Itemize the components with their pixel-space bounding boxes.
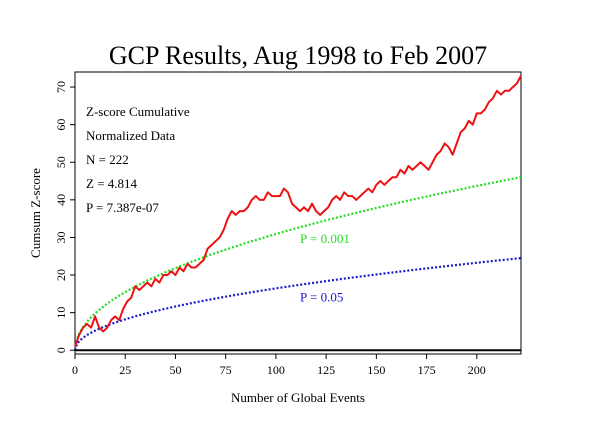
y-tick-label: 40 (54, 194, 68, 206)
x-tick-label: 150 (367, 363, 385, 377)
y-axis: 0 10 20 30 40 50 60 70 (54, 81, 75, 353)
x-tick-label: 200 (468, 363, 486, 377)
chart-title: GCP Results, Aug 1998 to Feb 2007 (109, 41, 487, 70)
x-tick-label: 0 (72, 363, 78, 377)
ref-line-0 (73, 176, 522, 351)
annotation-line-4: Z = 4.814 (86, 176, 138, 191)
plot-frame (74, 71, 522, 355)
x-tick-label: 25 (119, 363, 131, 377)
ref-lines (73, 176, 522, 351)
ref-line-label: P = 0.001 (300, 231, 350, 246)
y-tick-label: 70 (54, 81, 68, 93)
annotation-line-3: N = 222 (86, 152, 129, 167)
y-tick-label: 20 (54, 269, 68, 281)
y-tick-label: 0 (54, 347, 68, 353)
annotation-line-5: P = 7.387e-07 (86, 200, 159, 215)
x-axis: 0 25 50 75 100 125 150 175 200 (72, 354, 486, 377)
y-tick-label: 60 (54, 119, 68, 131)
y-tick-label: 30 (54, 231, 68, 243)
x-tick-label: 75 (220, 363, 232, 377)
stats-annotation: Z-score Cumulative Normalized Data N = 2… (86, 104, 190, 215)
y-tick-label: 10 (54, 307, 68, 319)
x-tick-label: 175 (418, 363, 436, 377)
x-tick-label: 125 (317, 363, 335, 377)
ref-line-1 (73, 256, 522, 351)
ref-labels: P = 0.001 P = 0.05 (300, 231, 350, 304)
x-tick-label: 100 (267, 363, 285, 377)
ref-line-label: P = 0.05 (300, 289, 343, 304)
x-tick-label: 50 (169, 363, 181, 377)
x-axis-label: Number of Global Events (231, 390, 365, 405)
y-tick-label: 50 (54, 156, 68, 168)
series-line-0 (74, 75, 522, 347)
annotation-line-2: Normalized Data (86, 128, 175, 143)
y-axis-label: Cumsum Z-score (28, 168, 43, 258)
annotation-line-1: Z-score Cumulative (86, 104, 190, 119)
data-series (74, 75, 522, 347)
